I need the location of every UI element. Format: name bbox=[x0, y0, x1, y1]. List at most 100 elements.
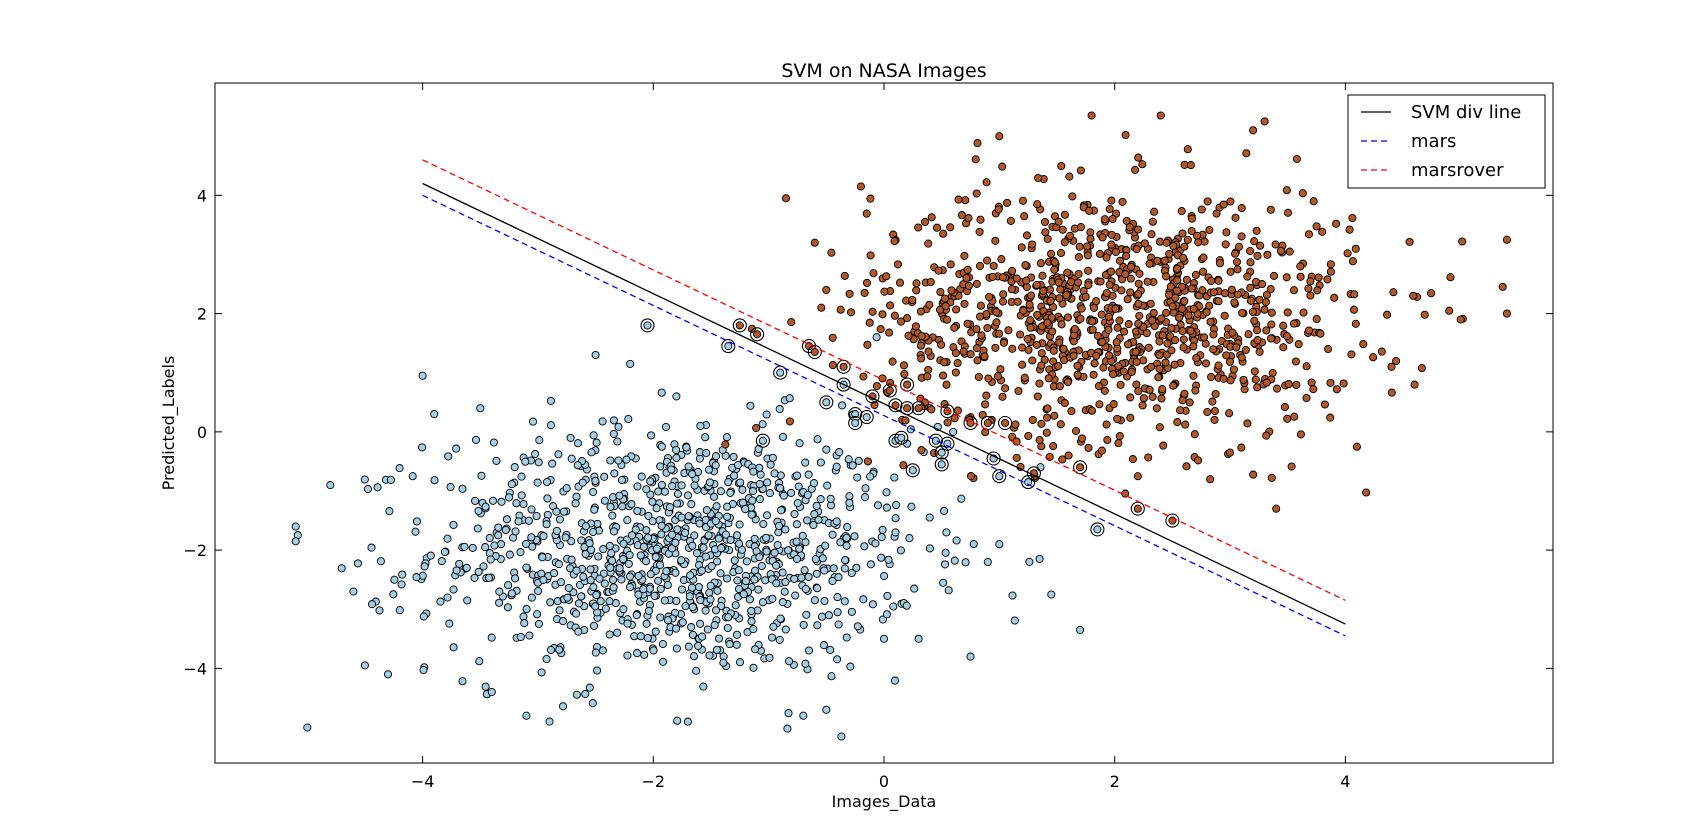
data-point-mars bbox=[969, 539, 978, 549]
data-point-marsrover bbox=[1316, 329, 1325, 338]
data-point-mars bbox=[939, 578, 948, 587]
data-point-marsrover bbox=[1012, 274, 1021, 283]
data-point-mars bbox=[504, 493, 514, 502]
data-point-marsrover bbox=[975, 227, 984, 236]
data-point-marsrover bbox=[1282, 332, 1292, 341]
data-point-mars bbox=[745, 595, 754, 604]
data-point-mars bbox=[376, 557, 385, 566]
data-point-mars bbox=[412, 573, 421, 582]
data-point-marsrover bbox=[1125, 223, 1134, 232]
data-point-marsrover bbox=[966, 350, 975, 359]
data-point-mars bbox=[443, 593, 452, 602]
data-point-marsrover bbox=[1162, 272, 1171, 281]
data-point-marsrover bbox=[1135, 269, 1144, 278]
data-point-marsrover bbox=[1020, 373, 1029, 382]
data-point-marsrover bbox=[1262, 378, 1271, 387]
data-point-marsrover bbox=[999, 290, 1008, 299]
data-point-marsrover bbox=[1206, 475, 1215, 484]
data-point-marsrover bbox=[1339, 379, 1348, 388]
support-vector-point bbox=[943, 439, 952, 448]
data-point-marsrover bbox=[1186, 161, 1195, 170]
data-point-marsrover bbox=[960, 299, 969, 308]
data-point-marsrover bbox=[828, 361, 837, 370]
data-point-marsrover bbox=[1163, 339, 1172, 348]
data-point-mars bbox=[823, 481, 832, 490]
support-vector-ring bbox=[755, 433, 770, 448]
data-point-marsrover bbox=[1324, 344, 1333, 354]
data-point-mars bbox=[516, 548, 525, 557]
data-point-marsrover bbox=[1296, 272, 1305, 281]
data-point-marsrover bbox=[888, 357, 897, 366]
data-point-marsrover bbox=[1035, 435, 1044, 445]
data-point-marsrover bbox=[1173, 276, 1182, 285]
data-point-mars bbox=[813, 435, 822, 444]
data-point-mars bbox=[941, 548, 950, 557]
data-point-marsrover bbox=[1232, 343, 1241, 352]
data-point-marsrover bbox=[828, 333, 837, 342]
data-point-mars bbox=[813, 584, 822, 593]
data-point-mars bbox=[419, 612, 428, 621]
data-point-mars bbox=[684, 462, 693, 471]
data-point-mars bbox=[770, 548, 779, 557]
data-point-marsrover bbox=[1262, 431, 1271, 440]
data-point-mars bbox=[522, 604, 531, 614]
y-tick-label: 0 bbox=[197, 423, 207, 442]
data-point-marsrover bbox=[1059, 344, 1068, 353]
data-point-mars bbox=[678, 618, 687, 627]
data-point-mars bbox=[505, 550, 514, 559]
data-point-mars bbox=[721, 530, 730, 539]
data-point-marsrover bbox=[886, 301, 895, 310]
data-point-mars bbox=[636, 551, 645, 560]
data-point-marsrover bbox=[1387, 388, 1396, 397]
data-point-marsrover bbox=[981, 400, 990, 409]
data-point-marsrover bbox=[1105, 351, 1114, 360]
data-point-marsrover bbox=[929, 448, 939, 458]
data-point-mars bbox=[619, 539, 628, 548]
support-vector-point bbox=[943, 407, 952, 416]
data-point-marsrover bbox=[1498, 282, 1507, 291]
data-point-mars bbox=[527, 533, 536, 542]
data-point-marsrover bbox=[1035, 379, 1044, 388]
data-point-marsrover bbox=[1306, 277, 1315, 286]
data-point-marsrover bbox=[941, 302, 950, 311]
data-point-marsrover bbox=[1126, 393, 1135, 402]
data-point-mars bbox=[651, 627, 660, 636]
data-point-mars bbox=[471, 496, 480, 505]
data-point-marsrover bbox=[1039, 286, 1048, 295]
data-point-marsrover bbox=[1025, 300, 1034, 309]
data-point-mars bbox=[605, 630, 614, 639]
data-point-mars bbox=[644, 511, 653, 520]
data-point-mars bbox=[577, 592, 586, 601]
data-point-mars bbox=[769, 622, 778, 631]
data-point-mars bbox=[639, 542, 648, 551]
data-point-mars bbox=[772, 579, 781, 588]
data-point-marsrover bbox=[890, 237, 899, 246]
data-point-marsrover bbox=[1126, 274, 1135, 283]
data-point-marsrover bbox=[1077, 304, 1086, 313]
data-point-marsrover bbox=[1103, 435, 1112, 445]
data-point-marsrover bbox=[1112, 338, 1121, 347]
data-point-marsrover bbox=[1343, 249, 1352, 258]
data-point-marsrover bbox=[972, 189, 981, 198]
data-point-marsrover bbox=[988, 272, 997, 281]
data-point-mars bbox=[672, 453, 681, 462]
data-point-marsrover bbox=[1237, 232, 1246, 241]
data-point-mars bbox=[614, 456, 623, 465]
data-point-marsrover bbox=[947, 286, 956, 295]
data-point-marsrover bbox=[951, 368, 960, 377]
support-vector-point bbox=[1133, 504, 1142, 513]
data-point-mars bbox=[713, 557, 722, 566]
data-point-marsrover bbox=[975, 312, 985, 321]
data-point-marsrover bbox=[1246, 246, 1255, 256]
data-point-mars bbox=[460, 542, 469, 551]
data-point-mars bbox=[600, 579, 609, 588]
data-point-mars bbox=[589, 583, 598, 592]
data-point-mars bbox=[709, 492, 719, 501]
data-point-marsrover bbox=[963, 265, 972, 274]
data-point-mars bbox=[667, 530, 677, 539]
data-point-marsrover bbox=[998, 162, 1007, 171]
data-point-marsrover bbox=[1042, 413, 1052, 422]
data-point-marsrover bbox=[973, 139, 982, 148]
legend-label-marsrover: marsrover bbox=[1411, 160, 1504, 181]
data-point-mars bbox=[385, 507, 394, 516]
